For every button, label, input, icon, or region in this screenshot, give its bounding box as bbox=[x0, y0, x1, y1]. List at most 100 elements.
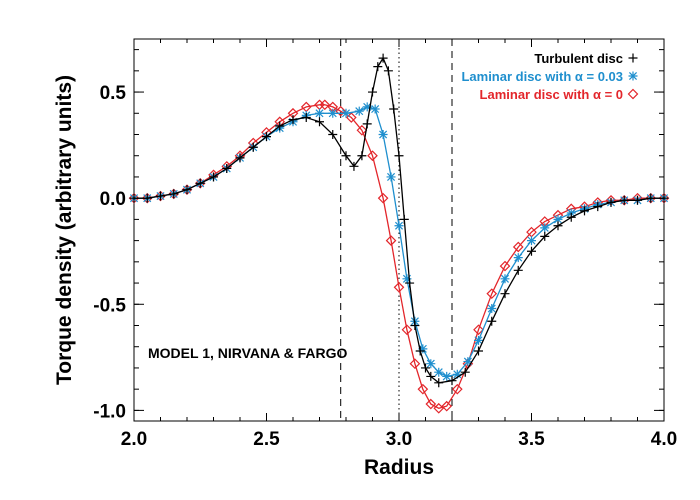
legend-marker bbox=[627, 88, 639, 100]
legend: Turbulent disc Laminar disc with α = 0.03… bbox=[461, 51, 639, 102]
data-point bbox=[362, 119, 372, 129]
data-point bbox=[487, 304, 497, 314]
series-0 bbox=[129, 53, 669, 388]
data-point bbox=[394, 151, 404, 161]
data-point bbox=[645, 192, 657, 204]
data-point bbox=[319, 99, 331, 111]
data-point bbox=[362, 102, 372, 112]
data-point bbox=[405, 278, 415, 288]
data-point bbox=[368, 87, 377, 97]
data-point bbox=[248, 142, 258, 152]
data-point bbox=[540, 231, 550, 241]
legend-marker bbox=[628, 71, 638, 81]
data-point bbox=[487, 316, 497, 326]
data-point bbox=[315, 117, 324, 127]
data-point bbox=[473, 324, 484, 336]
data-point bbox=[447, 376, 457, 386]
data-point bbox=[426, 359, 436, 369]
data-point bbox=[385, 235, 397, 246]
data-point bbox=[434, 367, 444, 377]
data-point bbox=[425, 398, 437, 410]
model-annotation: MODEL 1, NIRVANA & FARGO bbox=[148, 345, 348, 361]
data-point bbox=[410, 321, 420, 330]
data-point bbox=[394, 221, 404, 231]
data-point bbox=[275, 121, 285, 131]
x-axis-title: Radius bbox=[364, 456, 434, 479]
x-tick-label: 4.0 bbox=[651, 429, 677, 450]
data-point bbox=[288, 115, 298, 125]
data-point bbox=[500, 289, 510, 299]
legend-label: Laminar disc with α = 0.03 bbox=[461, 69, 623, 84]
data-point bbox=[341, 108, 351, 118]
y-axis-ticks: 0.5 0.0 -0.5 -1.0 bbox=[93, 49, 664, 422]
data-point bbox=[129, 193, 139, 203]
data-point bbox=[301, 113, 311, 123]
x-axis-ticks: 2.0 2.5 3.0 3.5 4.0 bbox=[121, 39, 677, 450]
data-point bbox=[349, 161, 359, 171]
data-point bbox=[593, 202, 603, 212]
data-point bbox=[209, 172, 218, 182]
data-point bbox=[606, 197, 616, 207]
legend-label: Turbulent disc bbox=[534, 51, 623, 66]
data-point bbox=[370, 104, 380, 114]
x-tick-label: 2.0 bbox=[121, 429, 147, 450]
data-point bbox=[262, 132, 271, 142]
data-point bbox=[434, 378, 444, 388]
data-point bbox=[421, 363, 430, 373]
data-point bbox=[357, 151, 367, 161]
data-point bbox=[460, 367, 470, 377]
data-point bbox=[619, 195, 629, 205]
data-point bbox=[341, 151, 351, 161]
data-point bbox=[553, 214, 563, 224]
data-point bbox=[415, 346, 425, 356]
legend-marker bbox=[628, 53, 638, 63]
data-point bbox=[315, 108, 324, 118]
data-point bbox=[659, 193, 669, 203]
data-point bbox=[442, 371, 452, 381]
data-point bbox=[373, 62, 383, 72]
data-point bbox=[618, 194, 630, 206]
series-line bbox=[134, 104, 664, 409]
data-point bbox=[386, 172, 396, 182]
y-tick-label: -0.5 bbox=[93, 295, 126, 316]
data-point bbox=[409, 358, 421, 370]
data-point bbox=[383, 66, 393, 76]
reference-lines bbox=[340, 39, 453, 421]
data-point bbox=[393, 281, 405, 293]
data-point bbox=[426, 371, 436, 381]
data-point bbox=[463, 357, 473, 367]
data-point bbox=[486, 288, 498, 300]
data-point bbox=[169, 189, 179, 199]
y-axis-title: Torque density (arbitrary units) bbox=[53, 75, 76, 385]
data-point bbox=[367, 150, 378, 162]
data-point bbox=[527, 236, 536, 246]
data-point bbox=[401, 324, 413, 336]
data-point bbox=[527, 246, 536, 256]
data-point bbox=[540, 223, 550, 233]
y-tick-label: 0.0 bbox=[100, 189, 126, 210]
data-point bbox=[182, 185, 192, 195]
x-tick-label: 2.5 bbox=[253, 429, 280, 450]
data-point bbox=[156, 191, 165, 201]
data-point bbox=[500, 274, 510, 284]
x-tick-label: 3.0 bbox=[386, 429, 412, 450]
data-point bbox=[417, 383, 429, 395]
data-point bbox=[451, 383, 463, 395]
y-tick-label: 0.5 bbox=[100, 83, 127, 104]
data-point bbox=[356, 124, 368, 136]
data-point bbox=[658, 192, 670, 204]
data-point bbox=[335, 105, 347, 117]
data-point bbox=[441, 400, 453, 412]
data-point bbox=[354, 106, 364, 116]
data-point bbox=[513, 253, 523, 263]
data-point bbox=[433, 402, 445, 414]
data-point bbox=[389, 104, 399, 114]
data-point bbox=[474, 335, 483, 345]
data-point bbox=[633, 195, 642, 205]
data-point bbox=[474, 346, 483, 356]
data-point bbox=[328, 130, 338, 139]
data-point bbox=[195, 178, 205, 188]
data-point bbox=[402, 274, 412, 284]
x-tick-label: 3.5 bbox=[518, 429, 545, 450]
